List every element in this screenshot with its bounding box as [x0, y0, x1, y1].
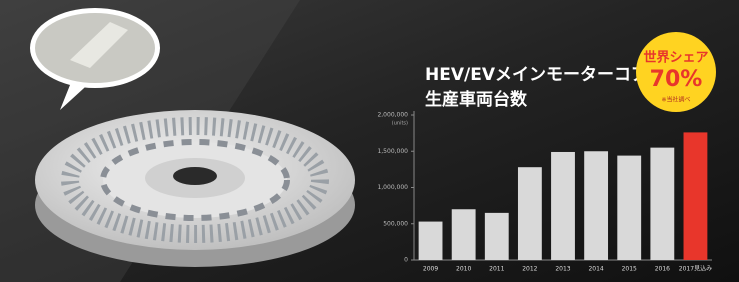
y-unit: (units): [392, 121, 408, 127]
bar: [485, 213, 509, 260]
y-tick-label: 500,000: [383, 220, 408, 227]
bar: [419, 222, 443, 260]
chart-title: HEV/EVメインモーターコア: [425, 65, 648, 85]
x-tick-label: 2013: [555, 266, 570, 273]
x-tick-label: 2015: [622, 266, 637, 273]
chart: HEV/EVメインモーターコア 生産車両台数 世界シェア 70% ※当社調べ (…: [0, 0, 739, 282]
badge-note: ※当社調べ: [661, 96, 690, 104]
bar: [617, 156, 641, 260]
badge-share: 70%: [650, 67, 703, 92]
x-tick-label: 2012: [522, 266, 537, 273]
x-tick-label: 2011: [489, 266, 504, 273]
y-tick-label: 1,500,000: [377, 148, 408, 155]
x-tick-label: 2010: [456, 266, 471, 273]
bar: [518, 167, 542, 260]
y-tick-label: 1,000,000: [377, 184, 408, 191]
x-tick-label: 2009: [423, 266, 438, 273]
x-tick-label: 2014: [588, 266, 603, 273]
chart-subtitle: 生産車両台数: [425, 89, 528, 110]
badge-heading: 世界シェア: [643, 50, 708, 66]
x-tick-label: 2017見込み: [679, 265, 712, 273]
y-tick-label: 2,000,000: [377, 112, 408, 119]
share-badge: 世界シェア 70% ※当社調べ: [636, 32, 716, 112]
x-tick-label: 2016: [655, 266, 670, 273]
bar: [584, 151, 608, 260]
bar: [452, 209, 476, 260]
bar: [551, 152, 575, 260]
y-tick-label: 0: [404, 257, 408, 264]
page: HEV/EVメインモーターコア 生産車両台数 世界シェア 70% ※当社調べ (…: [0, 0, 739, 282]
bar: [684, 132, 708, 260]
bar: [650, 148, 674, 260]
motor-core: [35, 110, 355, 267]
